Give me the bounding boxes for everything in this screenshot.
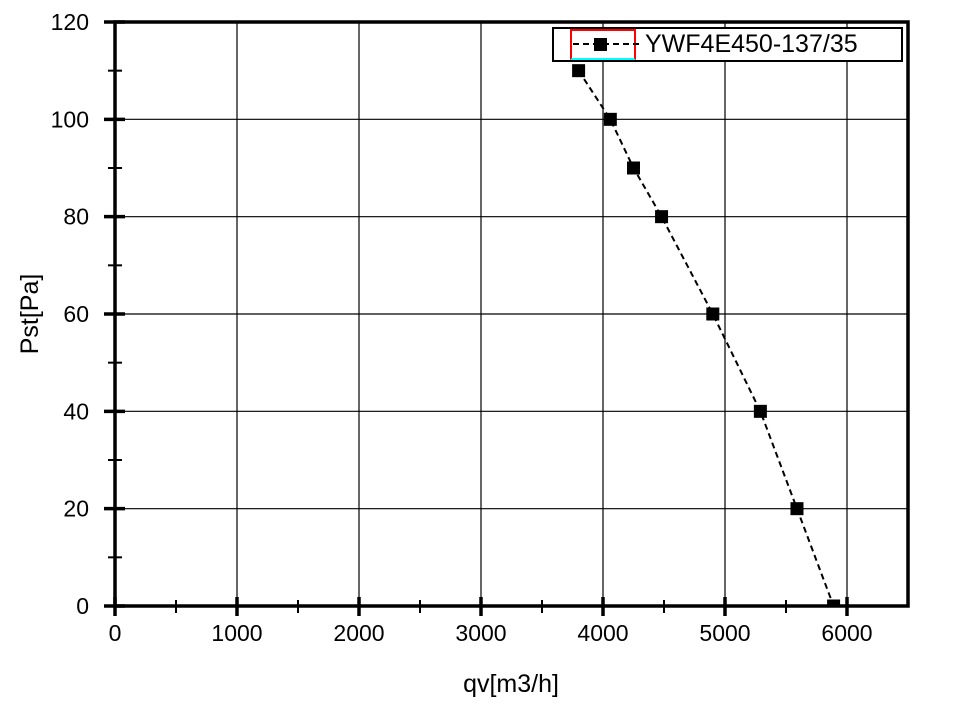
data-point <box>790 502 804 516</box>
legend-label: YWF4E450-137/35 <box>645 30 858 58</box>
plot-frame <box>113 20 910 608</box>
x-tick-label: 3000 <box>455 620 506 646</box>
legend-marker-sample <box>594 38 607 51</box>
y-tick-label: 20 <box>63 496 89 522</box>
data-point <box>827 599 841 607</box>
data-point <box>627 161 640 175</box>
y-tick-label: 40 <box>63 398 89 424</box>
x-tick-label: 2000 <box>333 620 384 646</box>
data-point <box>655 210 669 224</box>
legend-line-sample <box>573 43 641 45</box>
y-tick-label: 60 <box>63 301 89 327</box>
axes-frame-and-ticks <box>104 20 910 616</box>
data-point <box>753 404 767 418</box>
y-tick-label: 0 <box>76 593 89 619</box>
x-tick-label: 6000 <box>821 620 872 646</box>
data-point <box>706 307 720 321</box>
data-series <box>572 64 841 607</box>
y-tick-label: 80 <box>63 204 89 230</box>
x-axis-label: qv[m3/h] <box>463 670 559 698</box>
x-tick-label: 0 <box>109 620 122 646</box>
y-tick-label: 120 <box>51 9 89 35</box>
tick-labels: 0 1000 2000 3000 4000 5000 6000 0 20 40 60 80 100 120 <box>51 9 873 646</box>
y-axis-label: Pst[Pa] <box>16 274 44 355</box>
data-point <box>572 64 586 78</box>
x-tick-label: 4000 <box>577 620 628 646</box>
legend: YWF4E450-137/35 <box>552 27 903 62</box>
series-line <box>577 70 835 607</box>
gridlines <box>115 22 908 606</box>
x-tick-label: 5000 <box>699 620 750 646</box>
y-tick-label: 100 <box>51 106 89 132</box>
data-point <box>603 112 617 126</box>
x-tick-label: 1000 <box>211 620 262 646</box>
